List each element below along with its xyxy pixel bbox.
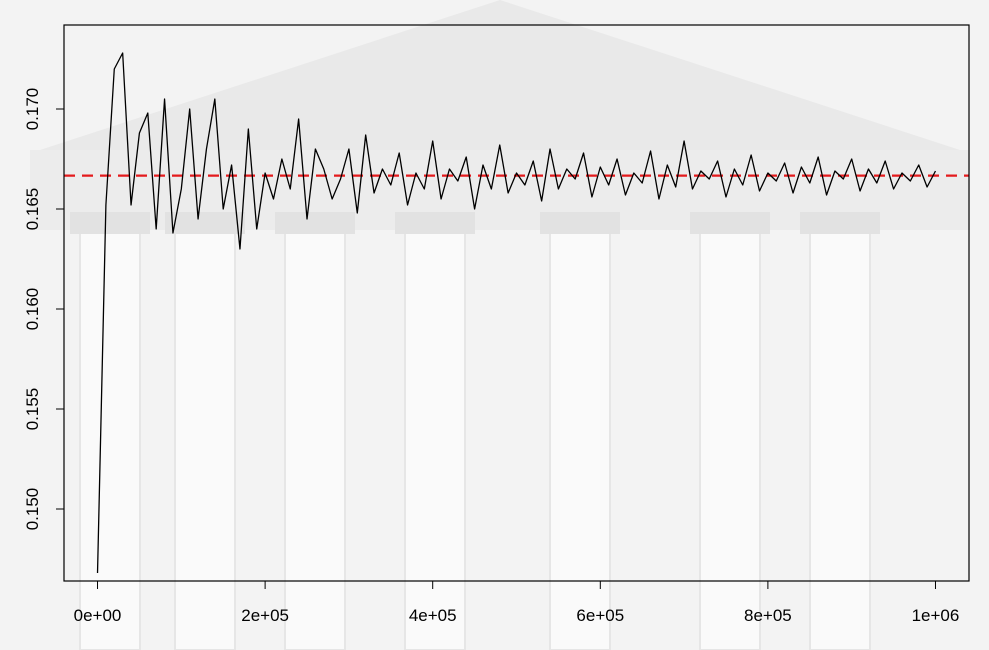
photo-column [699, 229, 761, 650]
photo-column [284, 229, 346, 650]
photo-column [404, 229, 466, 650]
photo-column-capital [275, 212, 355, 234]
photo-column-capital [70, 212, 150, 234]
x-tick-label: 6e+05 [576, 606, 624, 625]
photo-column [79, 229, 141, 650]
plot-area [64, 52, 969, 574]
x-tick-label: 0e+00 [74, 606, 122, 625]
photo-column-capital [165, 212, 245, 234]
photo-column [809, 229, 871, 650]
x-tick-label: 2e+05 [241, 606, 289, 625]
photo-pediment [40, 0, 960, 150]
photo-column-capital [690, 212, 770, 234]
x-tick-label: 8e+05 [744, 606, 792, 625]
y-tick-label: 0.150 [23, 488, 42, 531]
axes: 0e+00 2e+05 4e+05 6e+05 8e+05 1e+06 0.150 0.155… [23, 88, 959, 625]
photo-column-capital [800, 212, 880, 234]
x-tick-label: 4e+05 [409, 606, 457, 625]
photo-column [549, 229, 611, 650]
y-tick-label: 0.160 [23, 288, 42, 331]
y-tick-label: 0.165 [23, 188, 42, 231]
series-line [96, 52, 937, 574]
photo-column-capital [395, 212, 475, 234]
photo-column [174, 229, 236, 650]
y-tick-label: 0.155 [23, 388, 42, 431]
photo-column-capital [540, 212, 620, 234]
y-tick-label: 0.170 [23, 88, 42, 131]
x-tick-label: 1e+06 [912, 606, 960, 625]
